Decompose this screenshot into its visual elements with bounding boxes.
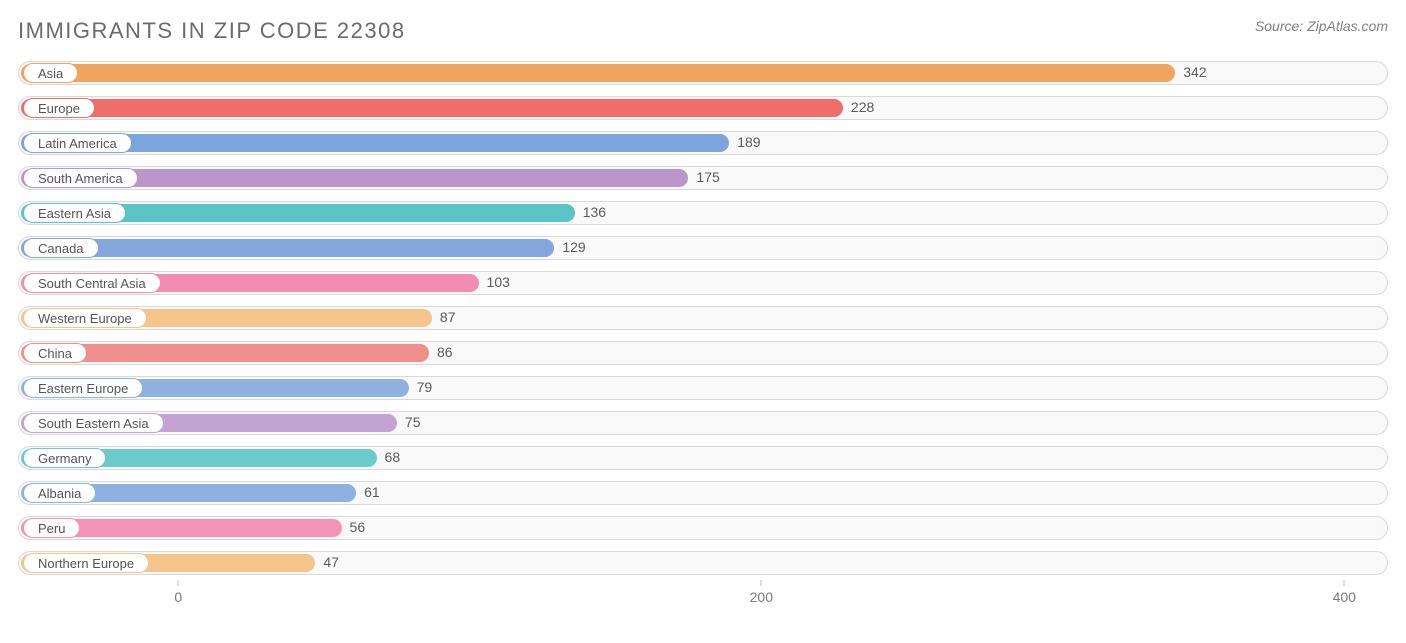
bar-row: Canada 129 [18,233,1388,263]
axis-tick-mark [1344,580,1345,586]
bar-value: 86 [437,344,453,360]
bar-label: Northern Europe [23,553,149,573]
axis-tick-mark [761,580,762,586]
bar-label: Eastern Europe [23,378,143,398]
bar-value: 56 [350,519,366,535]
bar-value: 129 [562,239,585,255]
bar-label: South Central Asia [23,273,161,293]
chart-source: Source: ZipAtlas.com [1255,18,1388,34]
bar-label: Peru [23,518,80,538]
bar-label: Europe [23,98,95,118]
bar-row: Peru 56 [18,513,1388,543]
bar-value: 47 [323,554,339,570]
bar-row: Eastern Europe 79 [18,373,1388,403]
bar-value: 79 [417,379,433,395]
bar-row: Latin America 189 [18,128,1388,158]
bar-chart: Asia 342 Europe 228 Latin America 189 South Am… [18,58,1388,613]
bar-label: Albania [23,483,96,503]
bar-label: Germany [23,448,106,468]
axis-tick-label: 0 [174,589,182,605]
bar-label: Latin America [23,133,132,153]
bar-fill [21,239,554,257]
bar-value: 87 [440,309,456,325]
bar-row: Albania 61 [18,478,1388,508]
bar-label: China [23,343,87,363]
bar-row: Western Europe 87 [18,303,1388,333]
bar-label: Eastern Asia [23,203,126,223]
bar-row: Northern Europe 47 [18,548,1388,578]
bar-row: Asia 342 [18,58,1388,88]
x-axis: 0 200 400 [18,583,1388,613]
bar-label: South Eastern Asia [23,413,164,433]
bar-label: Western Europe [23,308,147,328]
bar-label: Asia [23,63,78,83]
bar-value: 75 [405,414,421,430]
chart-title: IMMIGRANTS IN ZIP CODE 22308 [18,18,406,44]
bar-value: 68 [385,449,401,465]
bar-row: Europe 228 [18,93,1388,123]
bar-value: 342 [1183,64,1206,80]
bar-value: 103 [487,274,510,290]
bar-row: Eastern Asia 136 [18,198,1388,228]
bar-fill [21,99,843,117]
bar-label: South America [23,168,138,188]
bar-value: 228 [851,99,874,115]
bar-row: South America 175 [18,163,1388,193]
bar-row: South Central Asia 103 [18,268,1388,298]
bar-row: South Eastern Asia 75 [18,408,1388,438]
bar-value: 61 [364,484,380,500]
axis-tick-mark [178,580,179,586]
bar-row: China 86 [18,338,1388,368]
bar-value: 175 [696,169,719,185]
bar-value: 189 [737,134,760,150]
bar-value: 136 [583,204,606,220]
axis-tick-label: 400 [1333,589,1356,605]
bar-label: Canada [23,238,99,258]
bar-fill [21,64,1175,82]
axis-tick-label: 200 [750,589,773,605]
bar-row: Germany 68 [18,443,1388,473]
